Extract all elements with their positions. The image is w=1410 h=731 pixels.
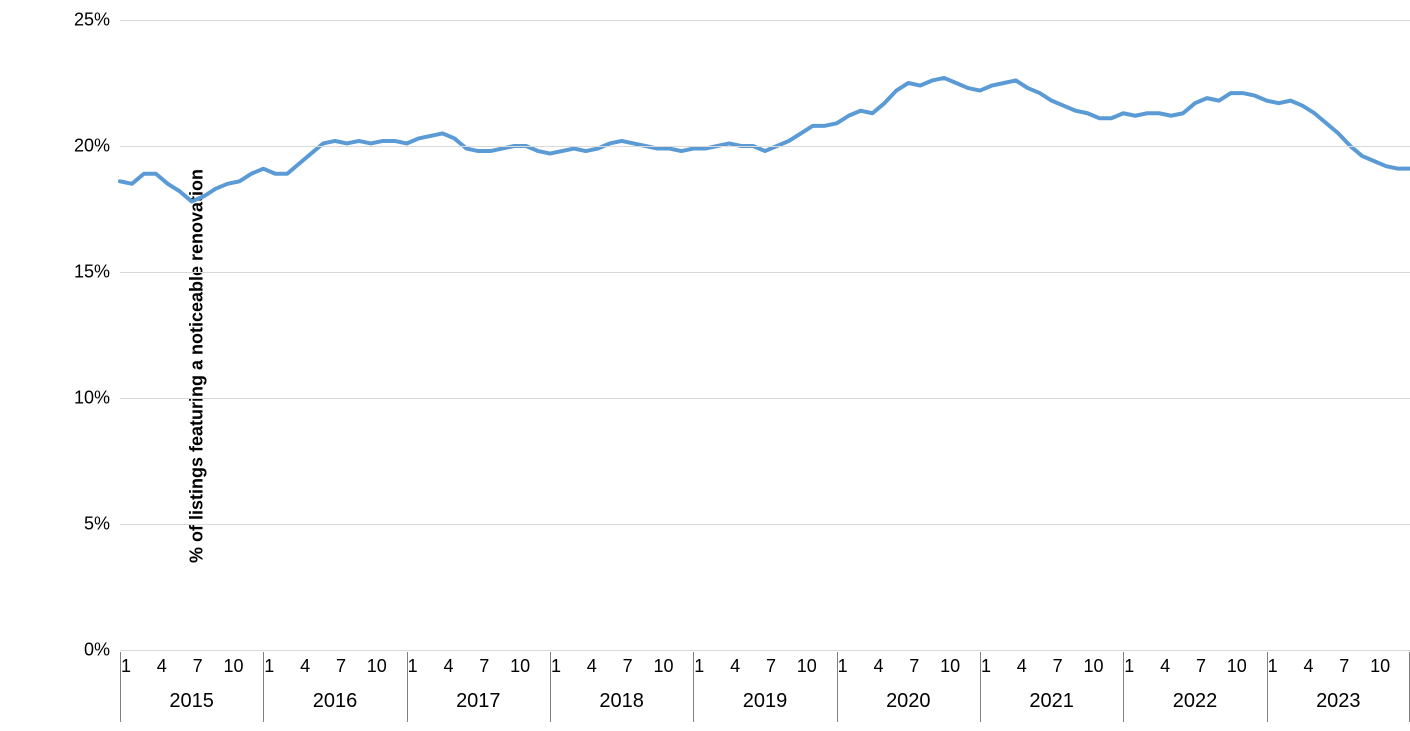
month-tick-label: 10 [367,656,387,677]
month-tick-label: 7 [909,656,919,677]
month-row: 1 4 7 10 [693,652,836,682]
year-label: 2022 [1173,690,1218,713]
month-tick-label: 4 [157,656,167,677]
month-tick-label: 1 [264,656,274,677]
month-row: 1 4 7 10 [1267,652,1410,682]
month-tick-label: 10 [653,656,673,677]
month-tick-label: 7 [479,656,489,677]
month-tick-label: 4 [300,656,310,677]
month-tick-label: 1 [551,656,561,677]
year-label: 2018 [599,690,644,713]
month-tick-label: 4 [1160,656,1170,677]
month-row: 1 4 7 10 [980,652,1123,682]
month-tick-label: 4 [1303,656,1313,677]
year-label: 2016 [313,690,358,713]
month-tick-label: 7 [623,656,633,677]
ytick-label: 15% [74,262,110,283]
month-tick-label: 1 [981,656,991,677]
line-series-svg [120,20,1410,650]
month-row: 1 4 7 10 [550,652,693,682]
month-tick-label: 10 [1083,656,1103,677]
ytick-label: 0% [84,640,110,661]
year-label: 2015 [169,690,214,713]
year-label: 2021 [1029,690,1074,713]
month-tick-label: 10 [940,656,960,677]
month-tick-label: 1 [1124,656,1134,677]
month-row: 1 4 7 10 [407,652,550,682]
plot-area: 0%5%10%15%20%25% [120,20,1410,650]
month-tick-label: 4 [873,656,883,677]
year-label: 2019 [743,690,788,713]
month-tick-label: 7 [766,656,776,677]
gridline [120,20,1410,21]
ytick-label: 20% [74,136,110,157]
month-tick-label: 7 [1196,656,1206,677]
month-tick-label: 10 [797,656,817,677]
month-row: 1 4 7 10 [120,652,263,682]
month-tick-label: 1 [694,656,704,677]
renovation-line-chart: % of listings featuring a noticeable ren… [0,0,1410,731]
month-tick-label: 1 [1268,656,1278,677]
month-row: 1 4 7 10 [263,652,406,682]
month-tick-label: 10 [510,656,530,677]
ytick-label: 25% [74,10,110,31]
gridline [120,398,1410,399]
month-tick-label: 7 [1053,656,1063,677]
month-tick-label: 4 [587,656,597,677]
month-row: 1 4 7 10 [837,652,980,682]
gridline [120,272,1410,273]
series-line [120,78,1410,201]
month-tick-label: 4 [443,656,453,677]
ytick-label: 5% [84,514,110,535]
month-tick-label: 10 [223,656,243,677]
month-tick-label: 10 [1227,656,1247,677]
month-tick-label: 7 [193,656,203,677]
month-tick-label: 7 [1339,656,1349,677]
gridline [120,650,1410,651]
month-tick-label: 1 [838,656,848,677]
month-tick-label: 10 [1370,656,1390,677]
month-tick-label: 1 [121,656,131,677]
year-label: 2017 [456,690,501,713]
month-tick-label: 4 [1017,656,1027,677]
year-label: 2020 [886,690,931,713]
month-row: 1 4 7 10 [1123,652,1266,682]
ytick-label: 10% [74,388,110,409]
gridline [120,146,1410,147]
month-tick-label: 1 [408,656,418,677]
month-tick-label: 4 [730,656,740,677]
year-label: 2023 [1316,690,1361,713]
month-tick-label: 7 [336,656,346,677]
gridline [120,524,1410,525]
